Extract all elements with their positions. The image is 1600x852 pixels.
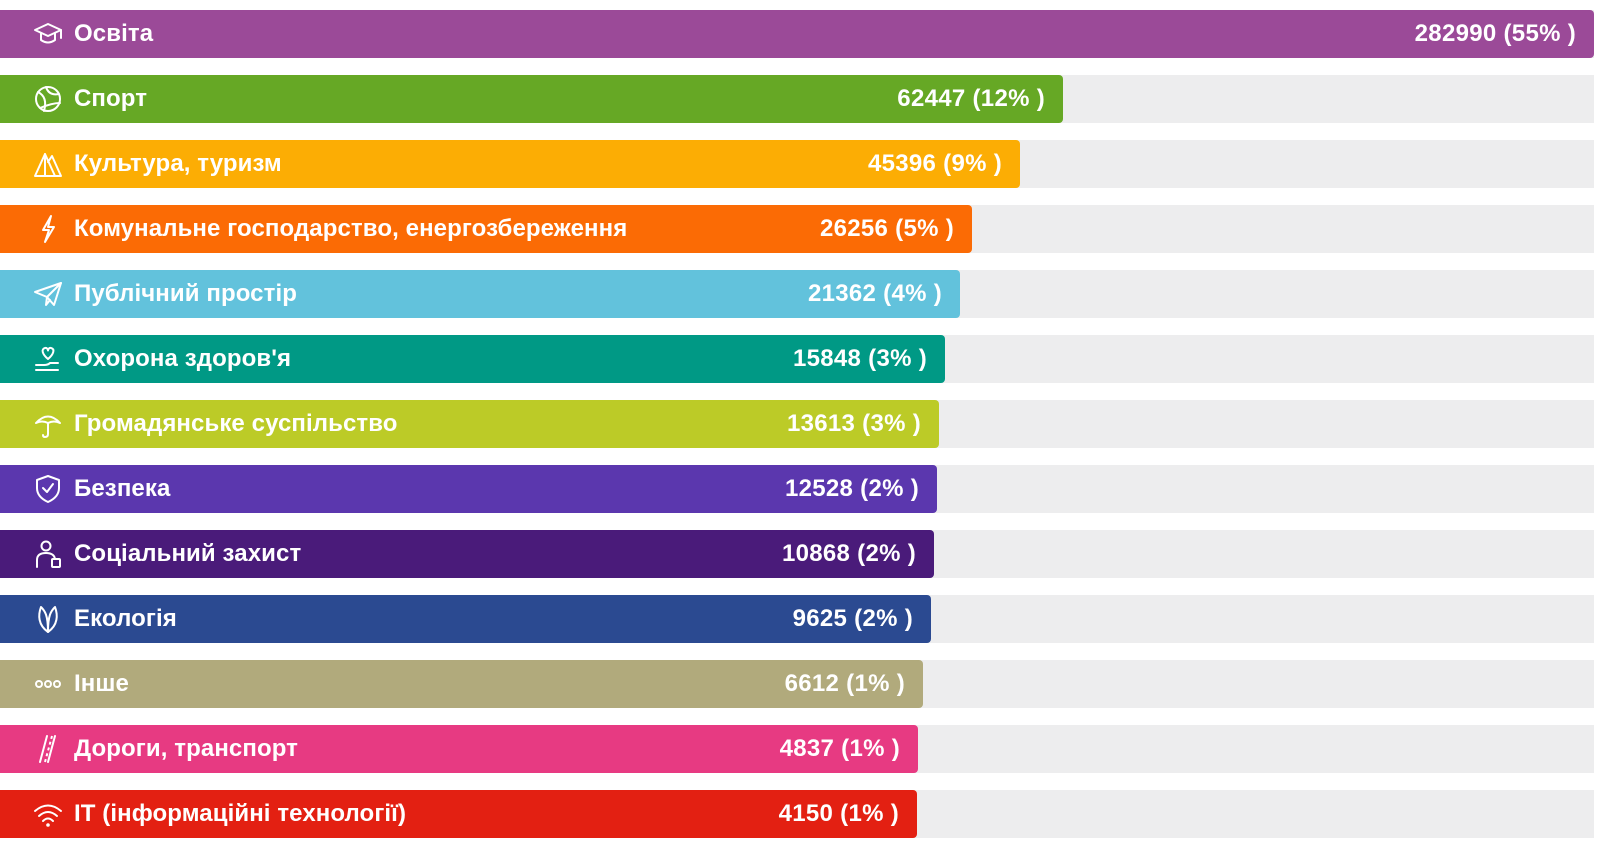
category-label: Освіта <box>74 20 154 47</box>
hand-heart-icon <box>32 343 64 375</box>
bar <box>0 400 939 448</box>
bar <box>0 465 937 513</box>
person-icon <box>32 538 64 570</box>
category-label: Спорт <box>74 85 148 112</box>
bar <box>0 10 1594 58</box>
wifi-icon <box>32 798 64 830</box>
bar <box>0 75 1063 123</box>
bar-row: Культура, туризм 45396 (9% ) <box>0 140 1594 188</box>
bar-row: Освіта 282990 (55% ) <box>0 10 1594 58</box>
category-label: ІТ (інформаційні технології) <box>74 800 407 827</box>
value-label: 4837 (1% ) <box>779 735 900 762</box>
value-label: 9625 (2% ) <box>792 605 913 632</box>
bar <box>0 205 972 253</box>
lightning-icon <box>32 213 64 245</box>
value-label: 62447 (12% ) <box>897 85 1045 112</box>
category-label: Охорона здоров'я <box>74 345 292 372</box>
category-label: Екологія <box>74 605 177 632</box>
value-label: 282990 (55% ) <box>1414 20 1576 47</box>
bar-row: Інше 6612 (1% ) <box>0 660 1594 708</box>
category-label: Публічний простір <box>74 280 297 307</box>
bar <box>0 530 934 578</box>
category-label: Соціальний захист <box>74 540 302 567</box>
value-label: 12528 (2% ) <box>784 475 919 502</box>
bar <box>0 725 918 773</box>
value-label: 10868 (2% ) <box>781 540 916 567</box>
bar <box>0 270 960 318</box>
graduation-cap-icon <box>32 18 64 50</box>
value-label: 6612 (1% ) <box>784 670 905 697</box>
shield-icon <box>32 473 64 505</box>
tent-icon <box>32 148 64 180</box>
value-label: 4150 (1% ) <box>778 800 899 827</box>
category-label: Дороги, транспорт <box>74 735 299 762</box>
category-label: Громадянське суспільство <box>74 410 398 437</box>
value-label: 13613 (3% ) <box>786 410 921 437</box>
road-icon <box>32 733 64 765</box>
bar <box>0 335 945 383</box>
umbrella-icon <box>32 408 64 440</box>
bar <box>0 595 931 643</box>
bar-row: ІТ (інформаційні технології) 4150 (1% ) <box>0 790 1594 838</box>
bar-row: Екологія 9625 (2% ) <box>0 595 1594 643</box>
leaf-icon <box>32 603 64 635</box>
bar-row: Охорона здоров'я 15848 (3% ) <box>0 335 1594 383</box>
bar-row: Соціальний захист 10868 (2% ) <box>0 530 1594 578</box>
bar-row: Спорт 62447 (12% ) <box>0 75 1594 123</box>
value-label: 45396 (9% ) <box>867 150 1002 177</box>
category-label: Безпека <box>74 475 171 502</box>
ball-icon <box>32 83 64 115</box>
dots-icon <box>32 668 64 700</box>
category-label: Інше <box>74 670 129 697</box>
bar <box>0 140 1020 188</box>
category-label: Комунальне господарство, енергозбереженн… <box>74 215 628 242</box>
bar-row: Безпека 12528 (2% ) <box>0 465 1594 513</box>
bar-row: Комунальне господарство, енергозбереженн… <box>0 205 1594 253</box>
bar-row: Публічний простір 21362 (4% ) <box>0 270 1594 318</box>
value-label: 21362 (4% ) <box>807 280 942 307</box>
paper-plane-icon <box>32 278 64 310</box>
value-label: 15848 (3% ) <box>792 345 927 372</box>
value-label: 26256 (5% ) <box>819 215 954 242</box>
bar <box>0 660 923 708</box>
bar-row: Громадянське суспільство 13613 (3% ) <box>0 400 1594 448</box>
category-label: Культура, туризм <box>74 150 282 177</box>
bar <box>0 790 917 838</box>
bar-row: Дороги, транспорт 4837 (1% ) <box>0 725 1594 773</box>
